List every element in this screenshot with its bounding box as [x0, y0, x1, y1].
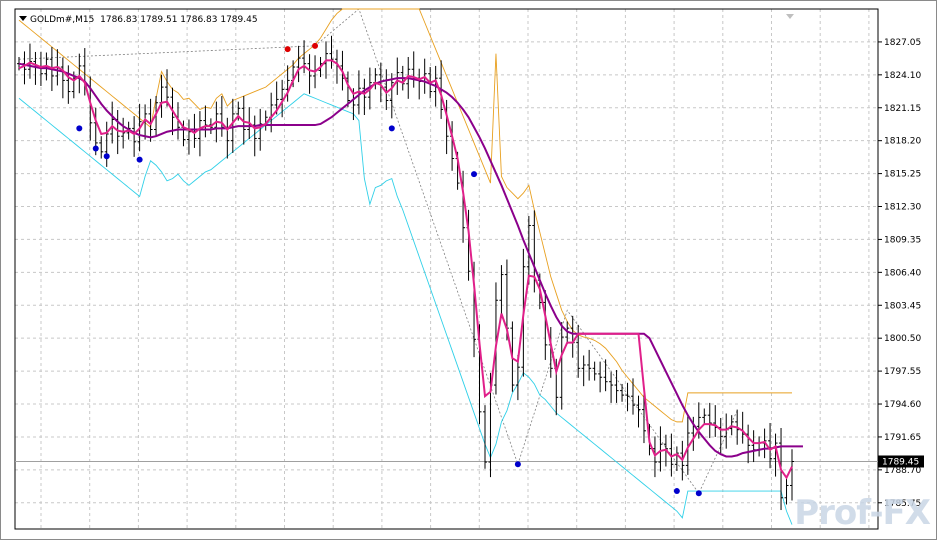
fractal-low-dot — [136, 156, 143, 163]
chart-title: GOLDm#,M15 1786.83 1789.51 1786.83 1789.… — [19, 15, 258, 25]
chart-ohlc: 1786.83 1789.51 1786.83 1789.45 — [100, 15, 258, 25]
y-tick-label: 1818.20 — [884, 137, 921, 147]
y-tick-label: 1785.75 — [884, 499, 921, 509]
y-tick-label: 1800.50 — [884, 334, 921, 344]
fractal-high-dot — [312, 42, 319, 49]
y-tick-label: 1827.05 — [884, 38, 921, 48]
fractal-low-dot — [92, 145, 99, 152]
y-tick-label: 1815.25 — [884, 170, 921, 180]
fractal-low-dot — [673, 488, 680, 495]
envelope-lower-line — [18, 93, 793, 525]
fractal-low-dot — [514, 461, 521, 468]
y-tick-label: 1809.35 — [884, 235, 921, 245]
y-tick-label: 1812.30 — [884, 203, 921, 213]
envelope-upper-line — [18, 8, 792, 423]
watermark-logo: Prof-FX — [794, 493, 931, 533]
plot-frame — [14, 8, 879, 530]
fractal-low-dot — [388, 125, 395, 132]
y-tick-label: 1797.55 — [884, 367, 921, 377]
fractal-low-dot — [471, 171, 478, 178]
fractal-low-dot — [695, 490, 702, 497]
y-tick-label: 1788.70 — [884, 466, 921, 476]
chart-symbol: GOLDm#,M15 — [30, 15, 95, 25]
current-price-label: 1789.45 — [882, 457, 919, 467]
shift-marker-icon — [786, 14, 794, 19]
current-price-tag — [878, 455, 924, 468]
y-tick-label: 1824.10 — [884, 71, 921, 81]
y-tick-label: 1794.60 — [884, 400, 921, 410]
fractal-low-dot — [76, 125, 83, 132]
y-tick-label: 1821.15 — [884, 104, 921, 114]
ma-slow-line — [18, 62, 803, 458]
y-tick-label: 1791.65 — [884, 433, 921, 443]
ma-fast-line — [18, 59, 793, 480]
y-tick-label: 1803.45 — [884, 301, 921, 311]
fractal-low-dot — [103, 153, 110, 160]
y-tick-label: 1806.40 — [884, 268, 921, 278]
fractal-high-dot — [284, 46, 291, 53]
dropdown-arrow-icon[interactable] — [19, 16, 27, 21]
